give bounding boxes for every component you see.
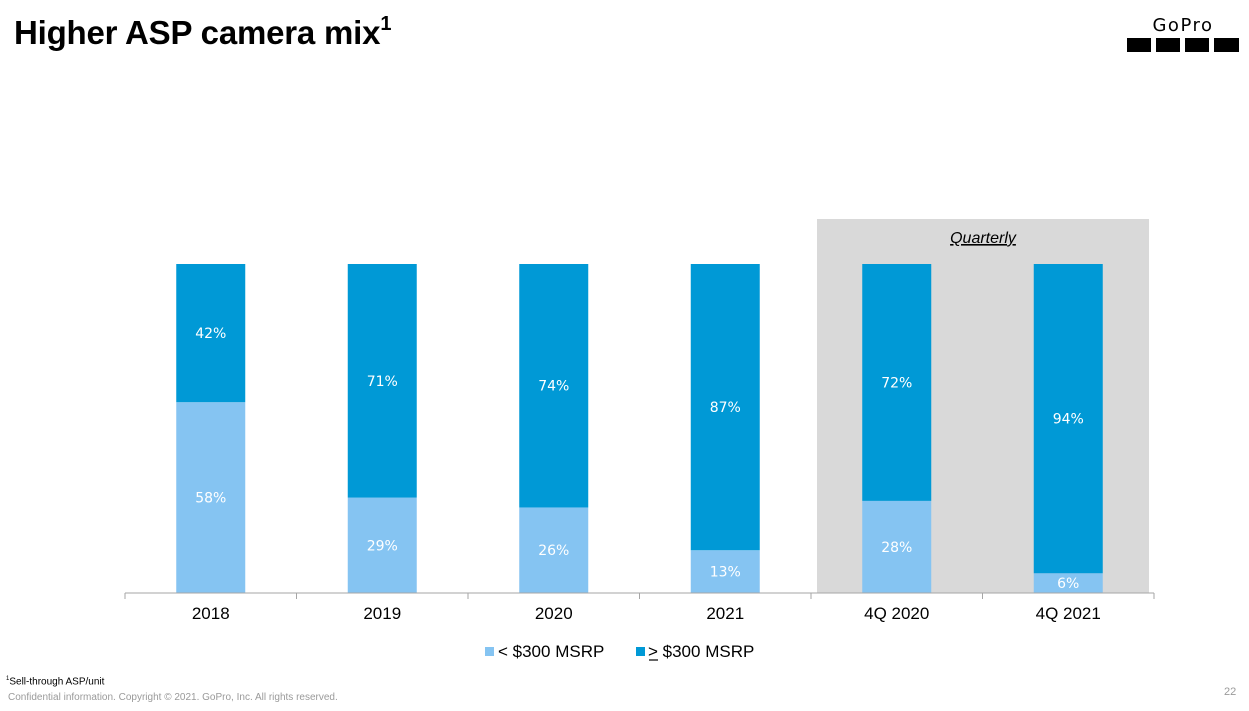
data-label: 29% (367, 538, 398, 554)
bar-segment-below-300 (176, 402, 246, 593)
bar-segment-above-300 (176, 264, 246, 403)
data-label: 87% (710, 400, 741, 416)
legend-label: < $300 MSRP (498, 642, 604, 661)
logo-block-1 (1127, 38, 1151, 52)
quarterly-label: Quarterly (950, 230, 1017, 247)
x-tick-label: 4Q 2021 (1036, 604, 1101, 623)
logo-block-2 (1156, 38, 1180, 52)
legend-label: > $300 MSRP (648, 642, 754, 661)
footnote: 1Sell-through ASP/unit (6, 676, 104, 687)
logo-text: GoPro (1152, 15, 1213, 36)
x-tick-label: 2018 (192, 604, 230, 623)
data-label: 28% (881, 540, 912, 556)
page-number: 22 (1224, 686, 1237, 698)
data-label: 72% (881, 375, 912, 391)
data-label: 42% (195, 326, 226, 342)
bar-segment-below-300 (690, 550, 760, 593)
bar-segment-below-300 (1033, 573, 1103, 593)
data-label: 94% (1053, 412, 1084, 428)
confidential-notice: Confidential information. Copyright © 20… (8, 692, 338, 703)
legend-swatch (636, 647, 645, 656)
title-footnote-marker: 1 (380, 13, 392, 35)
bar-segment-below-300 (347, 497, 417, 593)
footnote-marker: 1 (6, 676, 10, 682)
bar-segment-above-300 (1033, 264, 1103, 574)
data-label: 58% (195, 491, 226, 507)
logo-block-4 (1214, 38, 1239, 52)
bar-segment-below-300 (862, 500, 932, 593)
legend-swatch (485, 647, 494, 656)
gopro-logo: GoPro (1126, 15, 1240, 52)
footnote-text: Sell-through ASP/unit (9, 676, 105, 688)
x-tick-label: 2020 (535, 604, 573, 623)
x-tick-label: 4Q 2020 (864, 604, 929, 623)
page-title: Higher ASP camera mix1 (14, 14, 391, 52)
data-label: 26% (538, 543, 569, 559)
data-label: 6% (1057, 576, 1079, 592)
data-label: 74% (538, 379, 569, 395)
bar-segment-below-300 (519, 507, 589, 593)
bar-segment-above-300 (519, 264, 589, 508)
bar-segment-above-300 (690, 264, 760, 551)
bar-segment-above-300 (862, 264, 932, 501)
x-tick-label: 2019 (363, 604, 401, 623)
x-tick-label: 2021 (706, 604, 744, 623)
data-label: 13% (710, 565, 741, 581)
bar-segment-above-300 (347, 264, 417, 498)
logo-block-3 (1185, 38, 1209, 52)
title-text: Higher ASP camera mix (14, 14, 381, 51)
data-label: 71% (367, 374, 398, 390)
